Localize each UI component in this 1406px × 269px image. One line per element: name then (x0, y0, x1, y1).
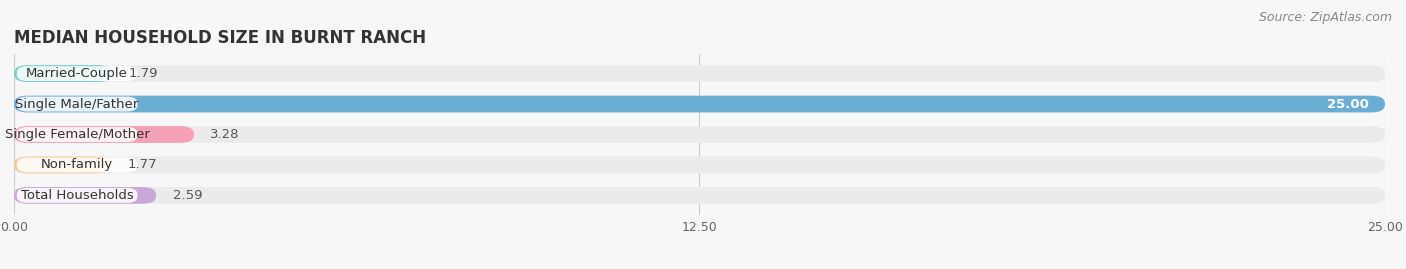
Text: 25.00: 25.00 (1327, 98, 1368, 111)
FancyBboxPatch shape (14, 157, 1385, 173)
Text: Total Households: Total Households (21, 189, 134, 202)
FancyBboxPatch shape (17, 97, 138, 112)
Text: Single Male/Father: Single Male/Father (15, 98, 139, 111)
Text: Non-family: Non-family (41, 158, 114, 171)
FancyBboxPatch shape (14, 126, 194, 143)
Text: MEDIAN HOUSEHOLD SIZE IN BURNT RANCH: MEDIAN HOUSEHOLD SIZE IN BURNT RANCH (14, 29, 426, 47)
FancyBboxPatch shape (14, 65, 112, 82)
FancyBboxPatch shape (14, 96, 1385, 112)
Text: Married-Couple: Married-Couple (27, 67, 128, 80)
Text: 3.28: 3.28 (211, 128, 240, 141)
Text: 1.77: 1.77 (128, 158, 157, 171)
FancyBboxPatch shape (14, 157, 111, 173)
FancyBboxPatch shape (17, 66, 138, 81)
FancyBboxPatch shape (14, 187, 1385, 204)
FancyBboxPatch shape (17, 127, 138, 142)
Text: Source: ZipAtlas.com: Source: ZipAtlas.com (1258, 11, 1392, 24)
Text: Single Female/Mother: Single Female/Mother (4, 128, 149, 141)
Text: 2.59: 2.59 (173, 189, 202, 202)
FancyBboxPatch shape (14, 96, 1385, 112)
FancyBboxPatch shape (14, 65, 1385, 82)
Text: 1.79: 1.79 (129, 67, 157, 80)
FancyBboxPatch shape (14, 126, 1385, 143)
FancyBboxPatch shape (17, 157, 138, 172)
FancyBboxPatch shape (17, 188, 138, 203)
FancyBboxPatch shape (14, 187, 156, 204)
